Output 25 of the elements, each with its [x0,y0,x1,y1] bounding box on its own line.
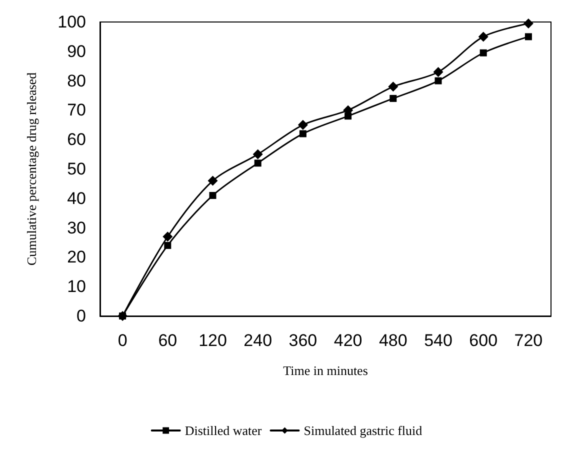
y-axis-title: Cumulative percentage drug released [24,72,39,266]
y-tick-label: 80 [67,71,86,90]
y-tick-label: 20 [67,248,86,267]
x-tick-label: 360 [288,331,318,350]
y-tick-label: 0 [76,306,86,326]
x-tick-label: 240 [244,331,272,350]
x-tick-label: 60 [158,331,178,350]
legend-label: Simulated gastric fluid [304,423,423,438]
y-tick-label: 60 [67,130,86,150]
x-tick-label: 0 [118,331,128,350]
y-tick-label: 100 [58,12,86,32]
legend-label: Distilled water [184,423,262,438]
x-tick-label: 420 [334,331,362,350]
y-tick-label: 90 [67,42,86,61]
x-tick-label: 720 [514,331,543,350]
x-tick-label: 120 [198,331,227,350]
y-tick-label: 70 [67,100,86,120]
y-tick-label: 50 [67,160,86,178]
x-tick-label: 540 [424,331,452,350]
x-tick-label: 480 [378,331,408,350]
y-tick-label: 10 [67,277,86,296]
x-tick-label: 600 [469,331,498,350]
x-axis-title: Time in minutes [283,363,368,378]
y-tick-label: 40 [67,188,86,208]
y-tick-label: 30 [67,218,86,238]
